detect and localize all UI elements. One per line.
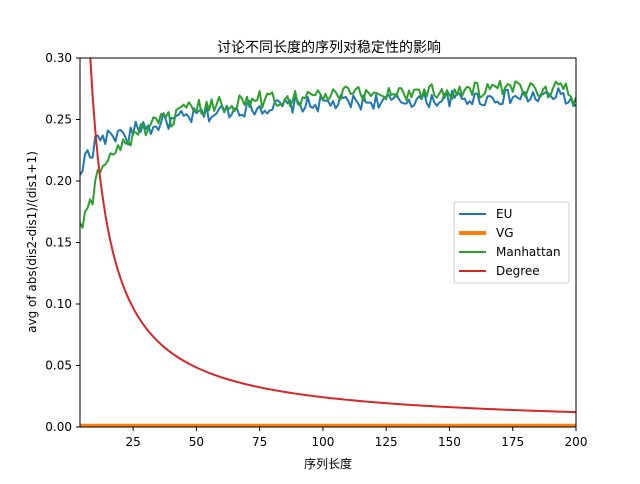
x-tick-label: 50	[189, 435, 204, 449]
axes-group: 25 50 75 100 125 150 175 200 0.00 0.05 0.10 0.15 0.2…	[45, 51, 587, 449]
x-tick-label: 75	[252, 435, 267, 449]
y-tick-label: 0.10	[45, 297, 72, 311]
y-axis-label: avg of abs(dis2-dis1)/(dis1+1)	[25, 151, 39, 333]
x-tick-label: 25	[126, 435, 141, 449]
legend-label-vg: VG	[496, 226, 514, 240]
x-tick-label: 125	[375, 435, 398, 449]
plot-frame	[79, 57, 577, 428]
x-axis-label: 序列长度	[304, 456, 352, 471]
y-tick-label: 0.15	[45, 236, 72, 250]
y-tick-label: 0.00	[45, 420, 72, 434]
legend: EU VG Manhattan Degree	[453, 201, 570, 284]
x-tick-label: 175	[501, 435, 524, 449]
series-line-manhattan	[80, 79, 576, 229]
legend-label-eu: EU	[496, 207, 512, 221]
x-tick-label: 100	[311, 435, 334, 449]
series-group	[80, 58, 576, 427]
series-line-degree	[89, 58, 576, 414]
x-tick-label: 200	[565, 435, 588, 449]
y-tick-label: 0.20	[45, 174, 72, 188]
legend-label-degree: Degree	[496, 264, 540, 278]
y-tick-label: 0.25	[45, 113, 72, 127]
y-tick-label: 0.05	[45, 359, 72, 373]
chart-title: 讨论不同长度的序列对稳定性的影响	[217, 40, 441, 56]
legend-frame	[453, 201, 570, 284]
legend-label-manhattan: Manhattan	[496, 245, 561, 259]
x-tick-label: 150	[438, 435, 461, 449]
y-tick-label: 0.30	[45, 51, 72, 65]
